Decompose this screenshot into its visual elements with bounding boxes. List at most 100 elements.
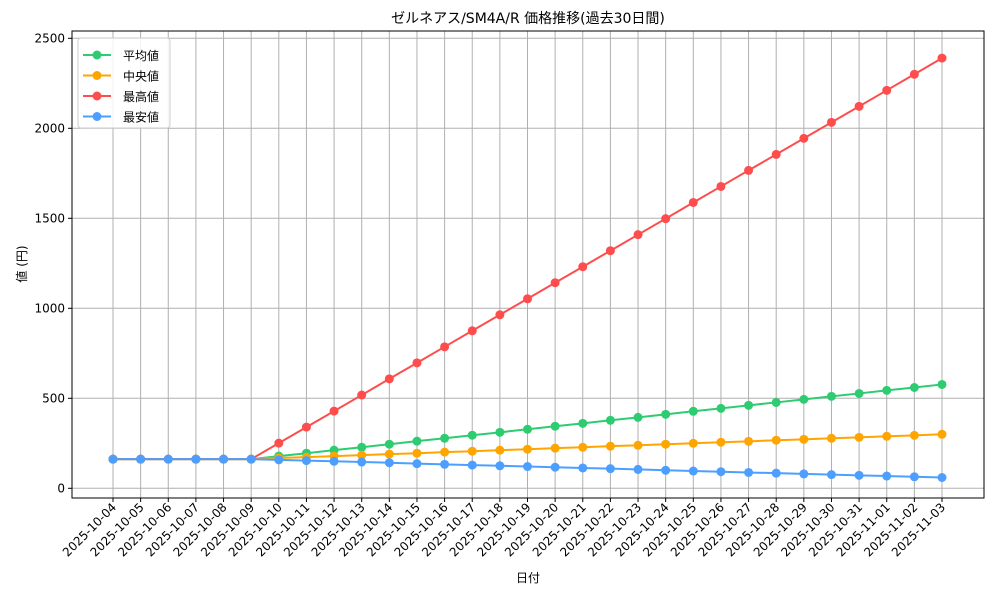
data-point: [108, 454, 118, 464]
legend-label: 中央値: [123, 69, 159, 84]
data-point: [412, 436, 422, 446]
data-point: [495, 310, 505, 320]
data-point: [412, 448, 422, 458]
legend-marker: [92, 112, 102, 121]
data-point: [909, 430, 919, 440]
data-point: [771, 468, 781, 478]
data-point: [771, 149, 781, 159]
y-tick-label: 1000: [34, 301, 65, 315]
data-point: [578, 463, 588, 473]
data-point: [744, 165, 754, 175]
data-point: [799, 394, 809, 404]
data-point: [440, 433, 450, 443]
data-point: [937, 379, 947, 389]
data-point: [550, 278, 560, 288]
data-point: [384, 439, 394, 449]
data-point: [882, 85, 892, 95]
data-point: [301, 456, 311, 466]
data-point: [633, 230, 643, 240]
data-point: [633, 464, 643, 474]
data-point: [826, 117, 836, 127]
y-tick-label: 500: [42, 391, 65, 405]
data-point: [578, 442, 588, 452]
legend-box: [77, 37, 171, 129]
legend-label: 最高値: [123, 89, 159, 104]
data-point: [799, 434, 809, 444]
data-point: [909, 69, 919, 79]
data-point: [854, 101, 864, 111]
data-point: [412, 459, 422, 469]
data-point: [799, 133, 809, 143]
data-point: [384, 458, 394, 468]
data-point: [467, 430, 477, 440]
data-point: [467, 326, 477, 336]
data-point: [467, 460, 477, 470]
data-point: [854, 432, 864, 442]
data-point: [523, 462, 532, 472]
data-point: [744, 436, 754, 446]
data-point: [826, 391, 836, 401]
data-point: [384, 449, 394, 459]
data-point: [688, 466, 698, 476]
data-point: [495, 461, 505, 471]
data-point: [495, 445, 505, 455]
series-3: [108, 454, 947, 482]
data-point: [661, 439, 671, 449]
data-point: [882, 431, 892, 441]
data-point: [523, 424, 532, 434]
data-point: [633, 440, 643, 450]
data-point: [246, 454, 256, 464]
data-point: [578, 418, 588, 428]
data-point: [882, 385, 892, 395]
data-point: [744, 400, 754, 410]
data-point: [412, 358, 422, 368]
data-point: [661, 214, 671, 224]
data-point: [136, 454, 146, 464]
data-point: [274, 438, 284, 448]
legend-label: 平均値: [123, 48, 159, 63]
data-point: [384, 374, 394, 384]
data-point: [661, 409, 671, 419]
y-tick-label: 0: [57, 481, 65, 495]
legend-marker: [92, 91, 102, 101]
legend-marker: [92, 50, 102, 60]
data-point: [467, 446, 477, 456]
data-point: [357, 442, 367, 452]
legend-marker: [92, 71, 102, 80]
data-point: [716, 467, 726, 477]
data-point: [854, 470, 864, 480]
data-point: [661, 465, 671, 475]
data-point: [357, 450, 367, 460]
data-point: [523, 294, 532, 304]
data-point: [716, 437, 726, 447]
data-point: [909, 472, 919, 482]
data-point: [274, 455, 284, 465]
series-group: [108, 53, 947, 482]
data-point: [744, 467, 754, 477]
data-point: [550, 462, 560, 472]
data-point: [688, 197, 698, 207]
x-axis-label: 日付: [516, 571, 540, 585]
data-point: [826, 433, 836, 443]
data-point: [163, 454, 173, 464]
data-point: [550, 421, 560, 431]
data-point: [550, 443, 560, 453]
data-point: [716, 181, 726, 191]
data-point: [771, 435, 781, 445]
data-point: [882, 471, 892, 481]
data-point: [523, 444, 532, 454]
data-point: [357, 390, 367, 400]
data-point: [605, 464, 615, 474]
data-point: [440, 459, 450, 469]
data-point: [826, 470, 836, 480]
chart-title: ゼルネアス/SM4A/R 価格推移(過去30日間): [391, 11, 665, 27]
data-point: [771, 397, 781, 407]
data-point: [191, 454, 201, 464]
data-point: [854, 388, 864, 398]
data-point: [440, 447, 450, 457]
data-point: [605, 415, 615, 425]
data-point: [937, 473, 947, 482]
data-point: [716, 403, 726, 413]
legend-label: 最安値: [123, 110, 159, 125]
